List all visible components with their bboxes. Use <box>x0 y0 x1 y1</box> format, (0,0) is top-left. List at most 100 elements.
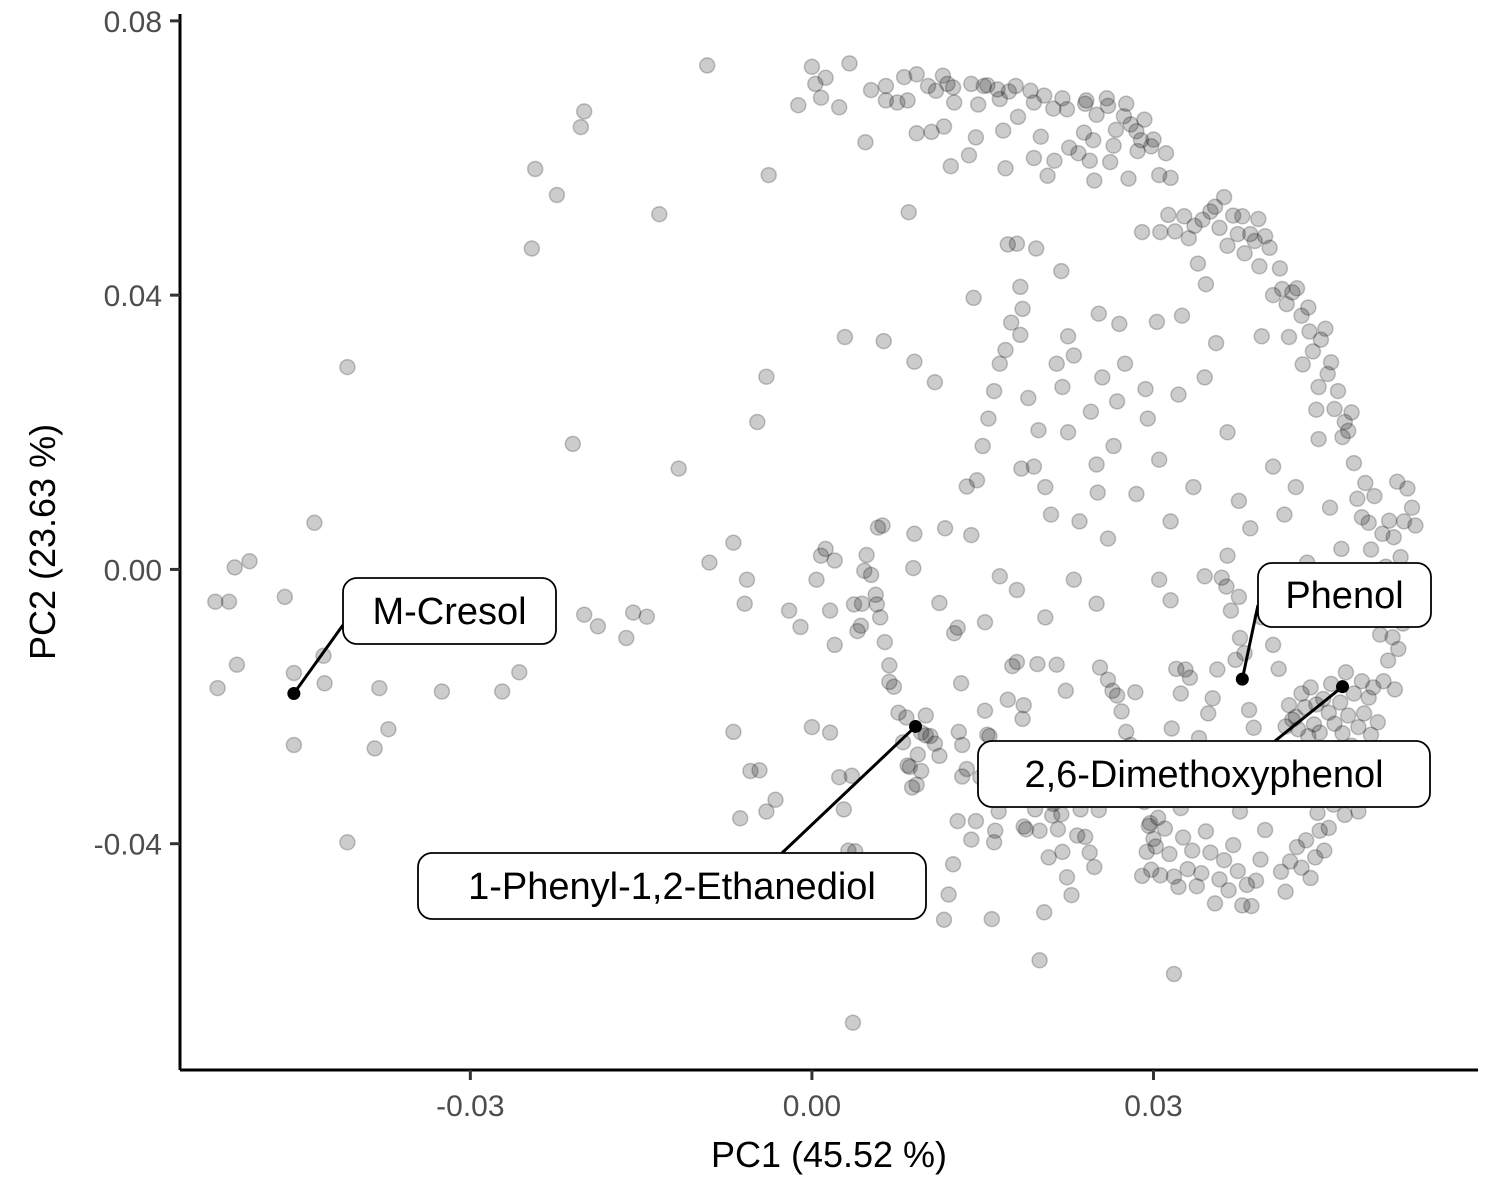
data-point <box>1099 671 1117 689</box>
data-point <box>1339 422 1357 440</box>
data-point <box>1211 219 1228 237</box>
data-point <box>1224 836 1242 854</box>
data-point <box>1139 410 1157 427</box>
data-point <box>1247 872 1265 889</box>
data-point <box>985 834 1003 851</box>
data-point <box>1175 208 1193 225</box>
data-point <box>853 595 871 612</box>
data-point <box>830 99 848 116</box>
data-point <box>1230 588 1248 606</box>
data-point <box>931 594 948 612</box>
data-point <box>963 526 980 544</box>
data-point <box>1326 400 1343 418</box>
data-point <box>979 77 996 94</box>
data-point <box>371 679 388 697</box>
callout-phenol: Phenol <box>1235 562 1432 686</box>
callout-label: 1-Phenyl-1,2-Ethanediol <box>468 866 876 908</box>
data-point <box>1306 849 1324 866</box>
data-point <box>922 727 939 745</box>
data-point <box>1183 842 1201 859</box>
data-point <box>1177 661 1194 678</box>
data-point <box>985 382 1003 400</box>
data-point <box>228 656 246 673</box>
data-point <box>1350 718 1367 736</box>
data-point <box>817 69 834 87</box>
data-point <box>1166 223 1184 240</box>
data-point <box>1272 863 1290 881</box>
data-point <box>1355 705 1373 722</box>
data-point <box>1280 696 1298 714</box>
data-point <box>1181 669 1199 687</box>
data-point <box>1075 124 1093 141</box>
points-layer <box>207 55 1424 1031</box>
data-point <box>975 77 993 95</box>
data-point <box>909 746 927 763</box>
data-point <box>899 92 916 109</box>
data-point <box>927 82 945 100</box>
data-point <box>760 166 777 184</box>
data-point <box>1089 484 1106 501</box>
data-point <box>758 803 775 820</box>
callout-leader-line <box>780 725 917 855</box>
data-point <box>1128 123 1145 140</box>
data-point <box>1230 492 1248 510</box>
data-point <box>758 368 775 385</box>
data-point <box>1271 260 1289 277</box>
data-point <box>589 618 607 635</box>
data-point <box>1300 299 1317 316</box>
data-point <box>1017 821 1035 838</box>
data-point <box>306 514 323 532</box>
data-point <box>1197 823 1215 840</box>
data-point <box>1357 474 1374 492</box>
data-point <box>1105 437 1122 455</box>
data-point <box>845 596 863 613</box>
x-tick-label: -0.03 <box>436 1090 504 1123</box>
data-point <box>1132 131 1150 149</box>
data-point <box>1059 328 1077 345</box>
data-point <box>821 724 839 741</box>
data-point <box>1188 877 1206 895</box>
data-point <box>1319 365 1336 383</box>
data-point <box>276 588 294 606</box>
data-point <box>1025 149 1043 167</box>
data-point <box>944 79 962 96</box>
data-point <box>1238 876 1256 894</box>
data-point <box>997 341 1014 359</box>
data-point <box>1142 138 1160 155</box>
data-point <box>1168 660 1185 678</box>
data-point <box>1316 842 1333 859</box>
data-point <box>1399 480 1416 497</box>
highlighted-point <box>1235 672 1249 686</box>
data-point <box>1088 106 1105 124</box>
data-point <box>1013 460 1030 477</box>
data-point <box>945 94 963 111</box>
data-point <box>826 636 843 654</box>
data-point <box>906 525 923 543</box>
data-point <box>894 733 912 751</box>
highlighted-point <box>1336 680 1350 694</box>
data-point <box>877 77 895 95</box>
data-point <box>1058 869 1076 886</box>
data-point <box>1222 602 1240 619</box>
data-point <box>1029 655 1046 673</box>
data-point <box>1098 90 1116 107</box>
data-point <box>1380 512 1398 529</box>
data-point <box>1076 95 1094 113</box>
data-point <box>908 66 925 83</box>
data-point <box>871 609 889 626</box>
data-point <box>1137 380 1154 398</box>
data-point <box>575 606 593 623</box>
data-point <box>1091 659 1109 676</box>
data-point <box>1218 578 1235 595</box>
data-point <box>380 720 397 738</box>
data-point <box>903 779 921 796</box>
data-point <box>1031 822 1048 839</box>
data-point <box>1040 849 1057 866</box>
data-point <box>1395 513 1413 530</box>
data-point <box>1015 818 1032 835</box>
y-tick-label: 0.08 <box>104 6 162 39</box>
data-point <box>1116 355 1134 372</box>
data-point <box>1343 404 1360 421</box>
data-point <box>1163 720 1180 737</box>
data-point <box>1345 685 1363 702</box>
